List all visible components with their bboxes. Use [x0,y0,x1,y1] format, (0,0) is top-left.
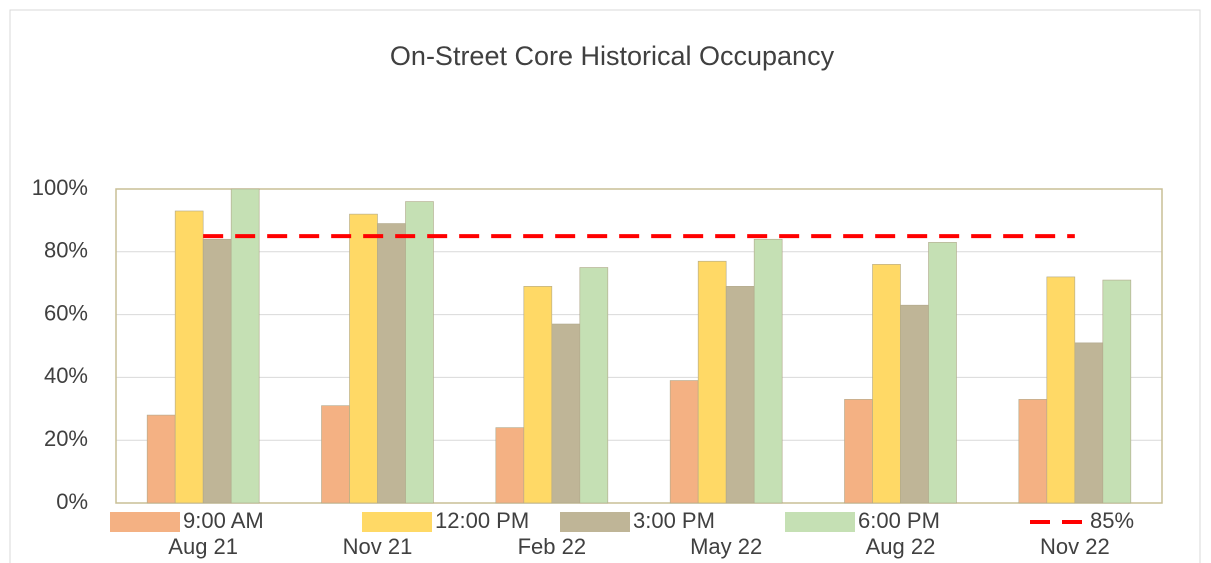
legend-swatch [785,512,855,532]
bar [928,242,957,504]
y-tick-label: 60% [44,300,88,325]
bar [230,188,260,504]
x-tick-label: Nov 21 [343,534,413,559]
legend-label: 6:00 PM [858,508,940,533]
bar [753,238,783,504]
x-tick-label: Feb 22 [518,534,587,559]
chart-title: On-Street Core Historical Occupancy [390,41,835,71]
y-tick-label: 20% [44,426,88,451]
bar [349,213,378,504]
y-tick-label: 80% [44,238,88,263]
bar [1102,279,1132,504]
x-tick-label: May 22 [690,534,762,559]
x-tick-label: Aug 21 [168,534,238,559]
bar [1074,342,1104,504]
bar [551,323,581,504]
bar [202,238,232,504]
plot-border [115,188,1163,504]
bar [174,210,204,504]
legend-label: 9:00 AM [183,508,264,533]
y-tick-label: 100% [32,175,88,200]
x-tick-label: Nov 22 [1040,534,1110,559]
bar [844,399,873,504]
legend-swatch [110,512,180,532]
bar [405,201,434,504]
bar [1018,399,1048,504]
bar [872,264,901,504]
y-tick-label: 0% [56,489,88,514]
legend-swatch [362,512,432,532]
legend-label: 85% [1090,508,1134,533]
bar [495,427,525,504]
bar [321,405,350,504]
bar [725,286,755,504]
x-tick-label: Aug 22 [866,534,936,559]
bar [900,304,929,504]
legend-label: 12:00 PM [435,508,529,533]
bar [377,223,406,504]
legend-swatch [560,512,630,532]
y-tick-label: 40% [44,363,88,388]
bar [669,380,699,504]
legend-label: 3:00 PM [633,508,715,533]
bar [697,260,727,504]
bar [1046,276,1076,504]
bar [579,267,609,504]
bar [523,286,553,504]
chart-border [9,9,1201,563]
bar [146,414,176,504]
